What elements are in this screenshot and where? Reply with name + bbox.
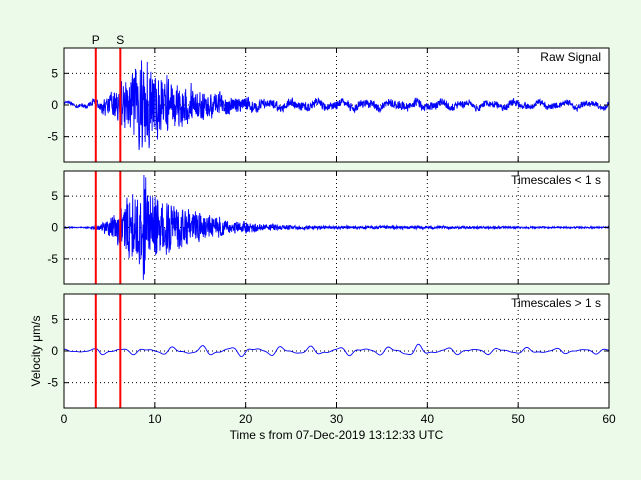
panel-1-ytick-label-1: 0 (51, 98, 58, 112)
panel-2-ytick-label-2: 5 (51, 189, 58, 203)
panel-1-ytick-label-0: -5 (47, 130, 58, 144)
panel-2-ytick-label-0: -5 (47, 252, 58, 266)
panel-2-title: Timescales < 1 s (511, 173, 601, 187)
xtick-label-0: 0 (61, 412, 68, 426)
xtick-label-5: 50 (511, 412, 525, 426)
x-axis-label: Time s from 07-Dec-2019 13:12:33 UTC (230, 428, 444, 442)
panel-1-ytick-label-2: 5 (51, 66, 58, 80)
panel-2-signal-trace (63, 174, 610, 280)
panel-1-title: Raw Signal (540, 50, 601, 64)
panel-3-ytick-label-0: -5 (47, 376, 58, 390)
panel-3-ytick-label-1: 0 (51, 344, 58, 358)
panel-1-signal-trace (63, 60, 610, 151)
panel-3-title: Timescales > 1 s (511, 296, 601, 310)
xtick-label-3: 30 (330, 412, 344, 426)
panel-3-signal-trace (63, 343, 610, 358)
y-axis-label: Velocity μm/s (29, 316, 43, 387)
xtick-label-2: 20 (239, 412, 253, 426)
panel-3-ytick-label-2: 5 (51, 312, 58, 326)
xtick-label-1: 10 (148, 412, 162, 426)
phase-label-p: P (92, 33, 100, 47)
xtick-label-6: 60 (602, 412, 616, 426)
xtick-label-4: 40 (421, 412, 435, 426)
phase-label-s: S (116, 33, 124, 47)
panel-2-ytick-label-1: 0 (51, 221, 58, 235)
